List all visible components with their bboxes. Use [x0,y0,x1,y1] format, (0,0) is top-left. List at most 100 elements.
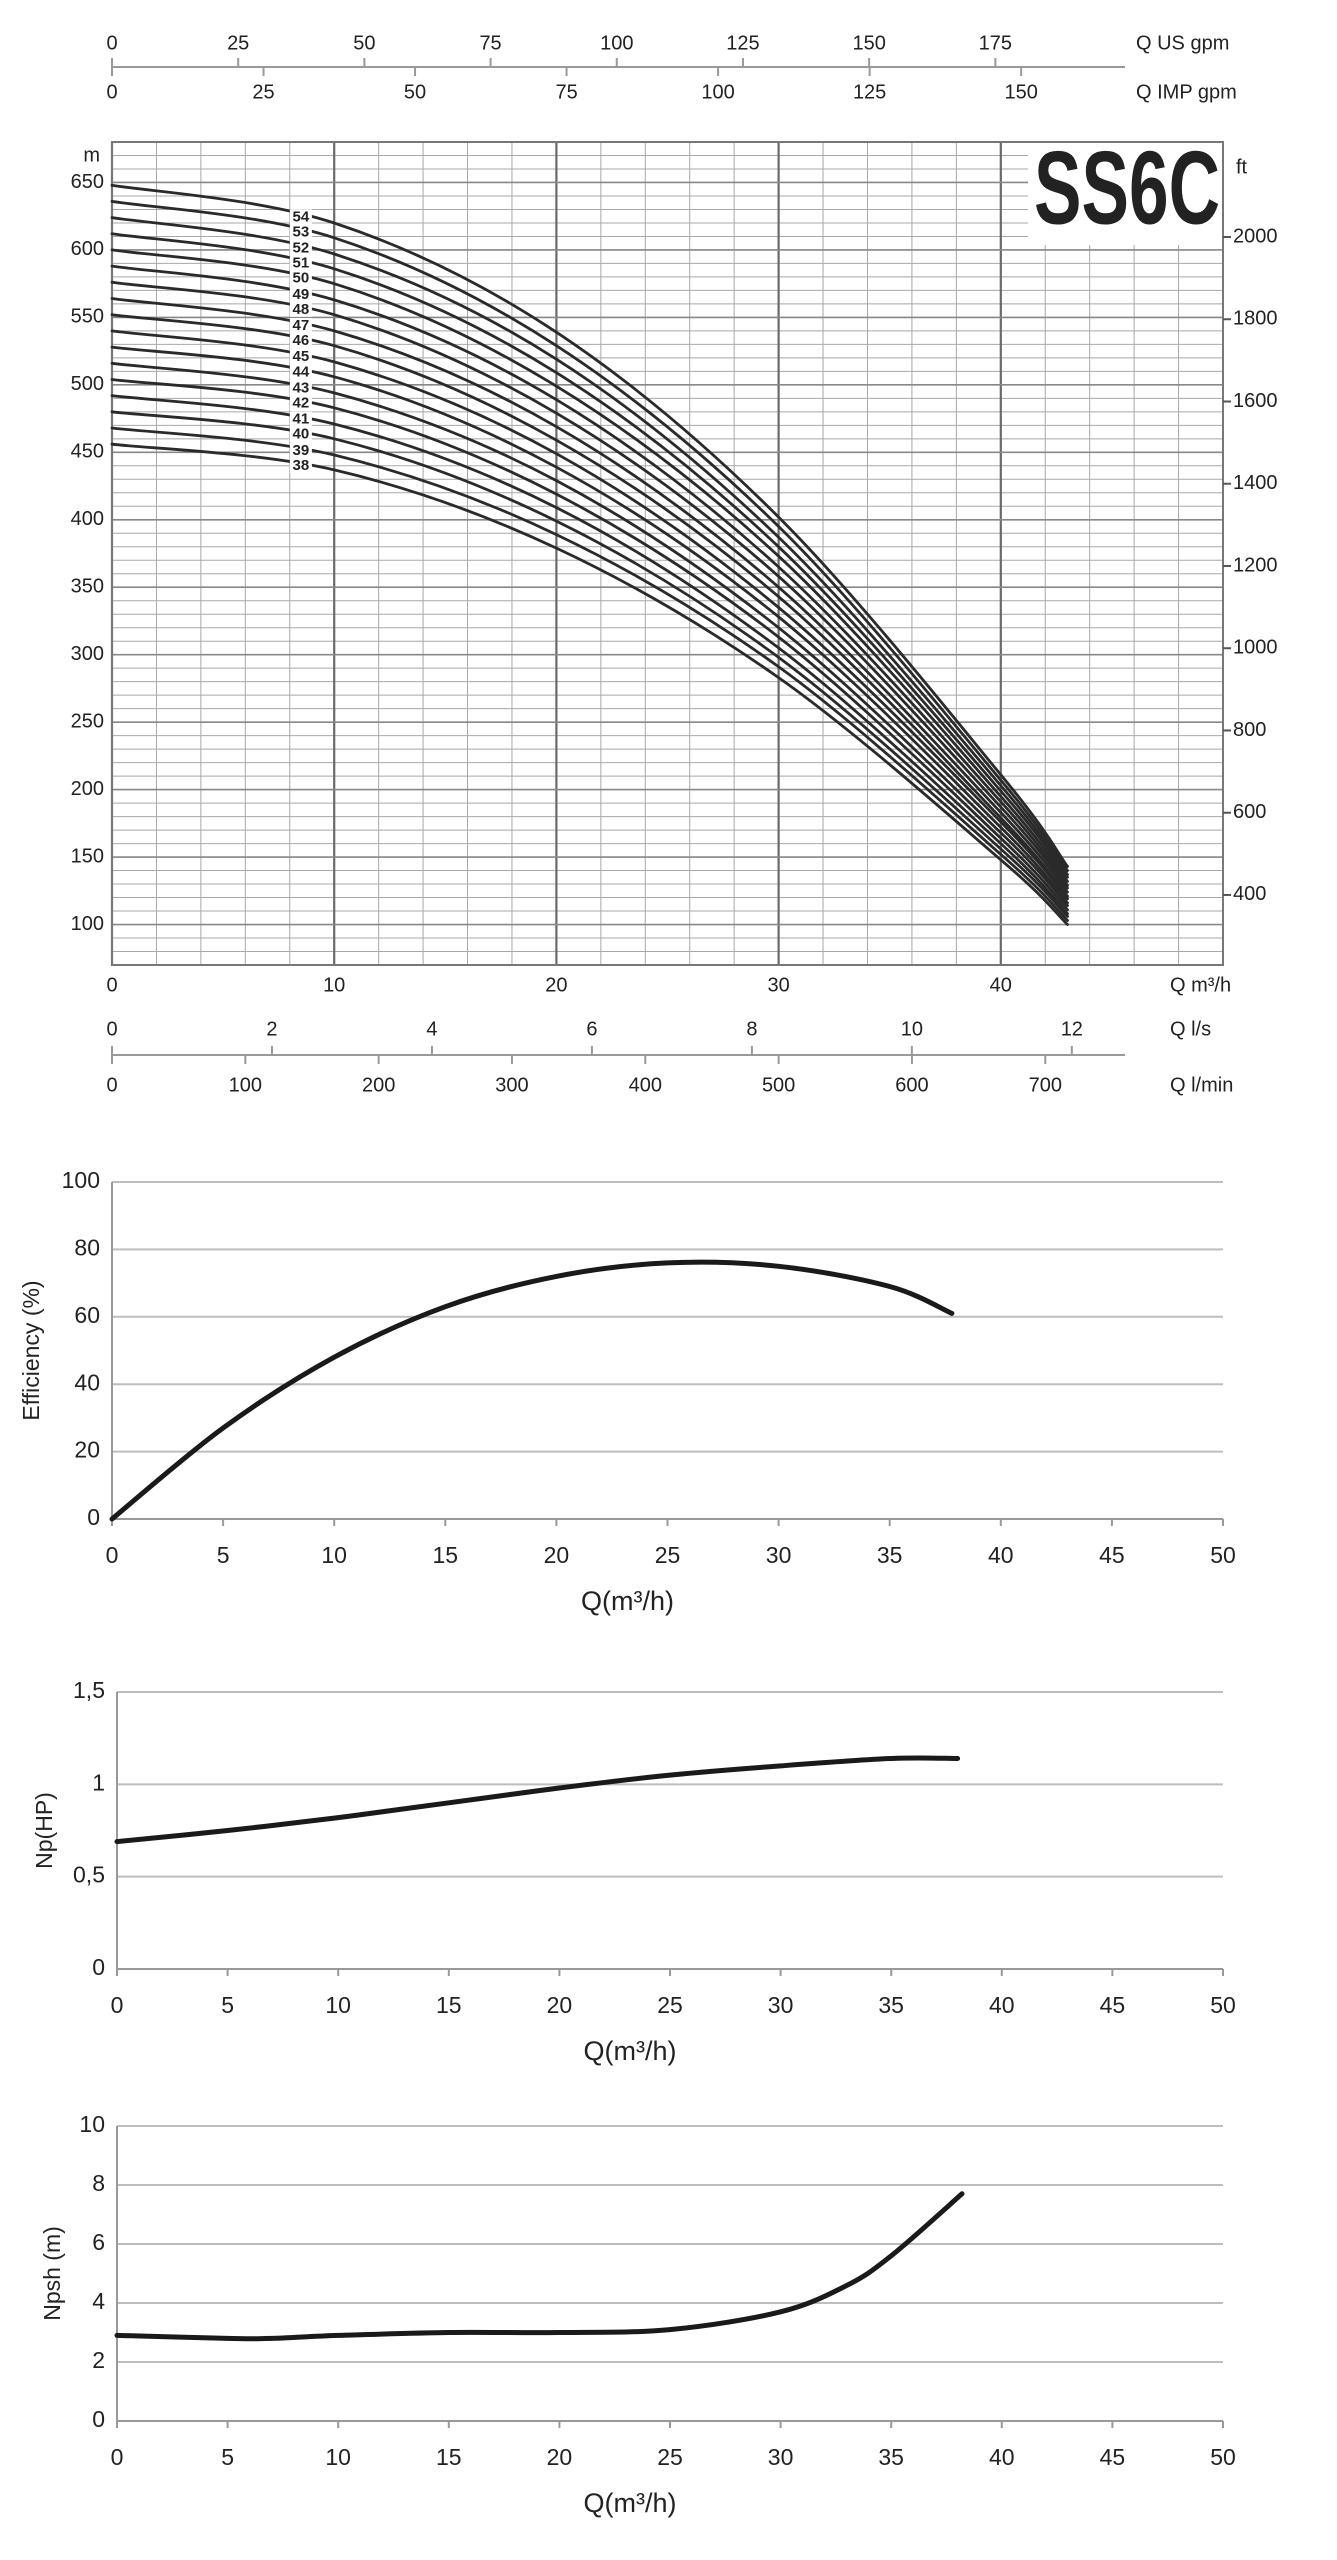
y-tick-label: 8 [92,2170,105,2196]
curve-label-bg [289,349,312,365]
y-tick-label: 650 [71,171,104,193]
secondary-tick-label: 100 [229,1074,262,1096]
secondary-tick-label: 75 [555,81,577,103]
curve-label-bg [289,442,312,458]
data-line [114,1755,961,1845]
y-tick-label: 6 [92,2229,105,2255]
x-tick-label: 45 [1100,2444,1126,2470]
secondary-tick-label: 4 [426,1018,437,1040]
y-tick-label: 600 [71,238,104,260]
x-tick-label: 40 [988,1542,1014,1568]
secondary-tick-label: 0 [106,1018,117,1040]
curve-label: 44 [293,363,310,380]
curve-label: 43 [293,379,310,396]
x-tick-label: 50 [1210,1992,1236,2018]
curve-label-bg [289,318,312,334]
curve-label: 45 [293,348,310,365]
curve-label: 39 [293,442,310,459]
x-tick-label: 45 [1100,1992,1126,2018]
x-tick-label: 45 [1099,1542,1125,1568]
x-tick-label: 30 [766,1542,792,1568]
secondary-tick-label: 600 [895,1074,928,1096]
y-tick-label: 2 [92,2347,105,2373]
x-tick-label: 10 [321,1542,347,1568]
curve-label-bg [289,333,312,349]
x-tick-label: 40 [989,1992,1015,2018]
curve-label: 47 [293,317,310,334]
curve-label: 38 [293,457,310,474]
secondary-tick-label: 10 [901,1018,923,1040]
y-tick-label: 550 [71,306,104,328]
data-line [114,2191,965,2342]
secondary-axis-label: Q US gpm [1136,32,1229,54]
y2-tick-label: 2000 [1233,225,1278,247]
x-tick-label: 10 [323,974,345,996]
secondary-tick-label: 150 [1004,81,1037,103]
secondary-tick-label: 100 [600,32,633,54]
x-tick-label: 20 [544,1542,570,1568]
x-axis-label: Q(m³/h) [584,2488,677,2518]
x-tick-label: 15 [436,1992,462,2018]
x-tick-label: 35 [878,2444,904,2470]
y-tick-label: 1,5 [73,1677,105,1703]
y-axis-label: m [83,144,100,166]
y2-tick-label: 1000 [1233,637,1278,659]
y-axis-label: Npsh (m) [39,2226,65,2321]
secondary-tick-label: 300 [495,1074,528,1096]
x-tick-label: 50 [1210,2444,1236,2470]
x-tick-label: 15 [436,2444,462,2470]
y-tick-label: 10 [79,2111,105,2137]
x-tick-label: 5 [221,2444,234,2470]
curve-label-bg [289,364,312,380]
model-badge [1028,143,1222,245]
x-tick-label: 35 [878,1992,904,2018]
y-tick-label: 0 [92,1954,105,1980]
curve-label-bg [289,240,312,256]
secondary-axis-label: Q l/s [1170,1018,1211,1040]
x-tick-label: 25 [655,1542,681,1568]
secondary-tick-label: 0 [106,32,117,54]
x-tick-label: 30 [768,2444,794,2470]
data-line [109,1259,955,1522]
secondary-tick-label: 500 [762,1074,795,1096]
curve-label-bg [289,255,312,271]
x-tick-label: 0 [106,1542,119,1568]
x-tick-label: 0 [111,1992,124,2018]
curve-label: 54 [293,208,310,225]
curve-label-bg [289,411,312,427]
secondary-tick-label: 400 [629,1074,662,1096]
secondary-axis-label: Q l/min [1170,1074,1233,1096]
curve-label-bg [289,395,312,411]
y2-axis-label: ft [1236,156,1248,178]
y-tick-label: 1 [92,1769,105,1795]
x-axis-label: Q m³/h [1170,974,1231,996]
x-tick-label: 20 [547,2444,573,2470]
curve-label-bg [289,301,312,317]
x-tick-label: 25 [657,2444,683,2470]
secondary-tick-label: 25 [227,32,249,54]
curve-label-bg [289,209,312,225]
x-tick-label: 40 [990,974,1012,996]
x-tick-label: 20 [545,974,567,996]
y-tick-label: 60 [74,1302,100,1328]
y2-tick-label: 600 [1233,801,1266,823]
y-tick-label: 450 [71,441,104,463]
curve-label-bg [289,458,312,474]
curve-label: 41 [293,411,310,428]
y-tick-label: 0 [87,1504,100,1530]
x-tick-label: 5 [217,1542,230,1568]
x-tick-label: 35 [877,1542,903,1568]
x-tick-label: 25 [657,1992,683,2018]
secondary-tick-label: 125 [726,32,759,54]
y2-tick-label: 400 [1233,883,1266,905]
y-tick-label: 250 [71,710,104,732]
x-axis-label: Q(m³/h) [584,2036,677,2066]
curve-label-bg [289,380,312,396]
x-tick-label: 0 [106,974,117,996]
y-tick-label: 400 [71,508,104,530]
secondary-axis-label: Q IMP gpm [1136,81,1237,103]
secondary-tick-label: 125 [853,81,886,103]
x-tick-label: 0 [111,2444,124,2470]
